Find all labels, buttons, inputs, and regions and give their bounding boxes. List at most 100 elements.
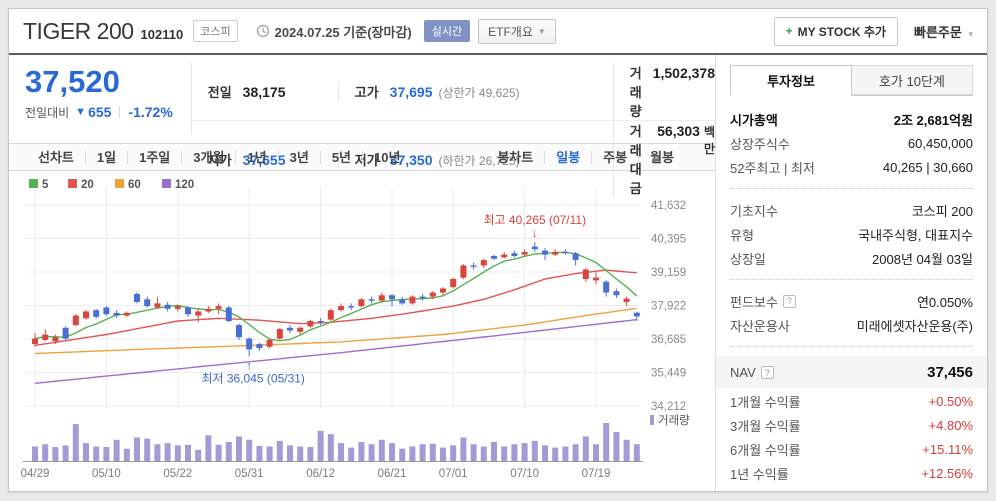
x-axis-tick: 05/31	[235, 468, 264, 480]
chart-tab-1d[interactable]: 1일	[84, 150, 127, 164]
low-label: 저가	[354, 152, 379, 168]
fund-fee-value: 연0.050%	[916, 294, 973, 310]
x-axis-tick: 05/10	[92, 468, 121, 480]
high-value: 37,695	[389, 84, 433, 100]
amount-value: 56,303	[657, 123, 700, 139]
low-value: 37,350	[389, 151, 433, 168]
info-row-base-index: 기초지수 코스피 200	[730, 198, 973, 222]
return-3m-value: +4.80%	[928, 417, 973, 433]
plus-icon: +	[785, 24, 793, 38]
52w-high-low-value: 40,265 | 30,660	[882, 159, 973, 175]
help-icon[interactable]: ?	[782, 294, 796, 308]
return-1y-label: 1년 수익률	[730, 466, 789, 482]
help-icon[interactable]: ?	[760, 366, 774, 379]
x-axis-tick: 05/22	[163, 468, 192, 480]
x-axis-tick: 07/01	[439, 468, 468, 480]
price-summary-section: 37,520 전일대비 ▼ 655 -1.72% 전일 38,175 고가 37,6…	[9, 55, 715, 197]
change-percent: -1.72%	[128, 104, 173, 121]
upper-limit: (상한가 49,625)	[438, 86, 520, 100]
page-title: TIGER 200	[23, 17, 134, 44]
info-row-fund-fee: 펀드보수? 연0.050%	[730, 289, 973, 313]
chart-tab-bar: 선차트 1일 1주일 3개월 1년 3년 5년 10년 봉차트 일봉 주봉 월봉	[9, 143, 715, 171]
market-badge: 코스피	[193, 20, 238, 42]
y-axis-tick: 41,632	[651, 200, 686, 212]
annotation-high: 최고 40,265 (07/11)↓	[484, 213, 587, 240]
return-1m-label: 1개월 수익률	[730, 394, 801, 410]
change-value: 655	[88, 104, 112, 121]
candles-layer	[32, 242, 640, 357]
volume-label: 거래량	[629, 66, 642, 119]
x-axis-tick: 06/12	[306, 468, 335, 480]
return-3m-label: 3개월 수익률	[730, 418, 801, 434]
chart-tab-5y[interactable]: 5년	[319, 150, 362, 164]
svg-text:최저 36,045 (05/31): 최저 36,045 (05/31)	[201, 371, 304, 385]
fund-type-value: 국내주식형, 대표지수	[858, 227, 973, 243]
chart-tab-line-chart[interactable]: 선차트	[38, 149, 74, 165]
amount-unit: 백만	[703, 125, 715, 156]
asset-manager-label: 자산운용사	[730, 318, 790, 334]
clock-icon	[256, 24, 270, 38]
chart-tab-3y[interactable]: 3년	[277, 150, 320, 164]
info-row-market-cap: 시가총액 2조 2,681억원	[730, 107, 973, 131]
tab-orderbook-10[interactable]: 호가 10단계	[852, 65, 973, 95]
return-1m-value: +0.50%	[928, 393, 973, 409]
chart-tab-10y[interactable]: 10년	[362, 150, 411, 164]
return-1y-value: +12.56%	[921, 465, 973, 481]
annotation-low: ↑최저 36,045 (05/31)	[201, 358, 304, 385]
chart-tab-3m[interactable]: 3개월	[181, 150, 235, 164]
x-axis-tick: 07/10	[510, 468, 539, 480]
chart-tab-weekly[interactable]: 주봉	[591, 150, 638, 164]
open-value: 37,655	[242, 151, 286, 168]
asset-manager-value: 미래에셋자산운용(주)	[856, 318, 973, 334]
chart-tab-monthly[interactable]: 월봉	[638, 150, 685, 164]
market-cap-value: 2조 2,681억원	[893, 112, 973, 128]
chart-tab-daily[interactable]: 일봉	[544, 150, 591, 164]
info-row-52w-high-low: 52주최고 | 최저 40,265 | 30,660	[730, 155, 973, 179]
nav-value: 37,456	[927, 364, 973, 381]
dotted-divider	[730, 346, 973, 347]
nav-label: NAV?	[730, 365, 774, 380]
line-chart-tabs: 선차트 1일 1주일 3개월 1년 3년 5년 10년	[27, 149, 411, 165]
ma60-line	[34, 307, 637, 355]
shares-outstanding-label: 상장주식수	[730, 136, 790, 152]
chart-tab-candle-chart[interactable]: 봉차트	[497, 149, 534, 165]
header: TIGER 200 102110 코스피 2024.07.25 기준(장마감) …	[9, 9, 987, 55]
high-label: 고가	[354, 85, 379, 100]
base-index-label: 기초지수	[730, 203, 778, 219]
chart-tab-1y[interactable]: 1년	[235, 150, 277, 164]
change-label: 전일대비	[25, 105, 70, 120]
dotted-divider	[730, 188, 973, 189]
x-axis-tick: 07/19	[582, 468, 611, 480]
chart-legend: 5 20 60 120	[29, 179, 194, 191]
volume-layer: 거래량	[32, 414, 690, 461]
prev-close-label: 전일	[207, 85, 232, 100]
chevron-down-icon: ▼	[537, 26, 546, 36]
dotted-divider	[730, 279, 973, 280]
listing-date-label: 상장일	[730, 251, 766, 267]
my-stock-add-button[interactable]: + MY STOCK 추가	[773, 16, 898, 46]
quick-order-link[interactable]: 빠른주문 ▾	[914, 22, 973, 41]
return-6m-label: 6개월 수익률	[730, 442, 801, 458]
svg-text:20: 20	[81, 179, 94, 191]
svg-text:120: 120	[175, 179, 194, 191]
ma5-line	[34, 251, 638, 342]
chevron-down-icon: ▾	[968, 28, 973, 39]
stock-code: 102110	[140, 26, 184, 42]
etf-overview-dropdown[interactable]: ETF개요 ▼	[478, 18, 556, 44]
info-row-return-3m: 3개월 수익률 +4.80%	[730, 413, 973, 437]
y-axis-tick: 37,922	[651, 301, 686, 313]
svg-text:최고 40,265 (07/11): 최고 40,265 (07/11)	[484, 213, 587, 227]
candle-chart-tabs: 봉차트 일봉 주봉 월봉	[486, 149, 685, 165]
return-6m-value: +15.11%	[922, 441, 973, 457]
tab-investment-info[interactable]: 투자정보	[730, 65, 852, 96]
my-stock-add-label: MY STOCK 추가	[797, 24, 886, 39]
y-axis-tick: 40,395	[651, 234, 686, 246]
daily-candlestick-chart: 41,632 40,395 39,159 37,922 36,685 35,449 34,2…	[21, 179, 690, 480]
chart-tab-1w[interactable]: 1주일	[127, 150, 181, 164]
prev-close-value: 38,175	[242, 84, 286, 100]
current-price: 37,520	[25, 64, 120, 99]
y-axis-tick: 35,449	[651, 367, 686, 379]
shares-outstanding-value: 60,450,000	[907, 135, 973, 151]
info-row-fund-type: 유형 국내주식형, 대표지수	[730, 222, 973, 246]
